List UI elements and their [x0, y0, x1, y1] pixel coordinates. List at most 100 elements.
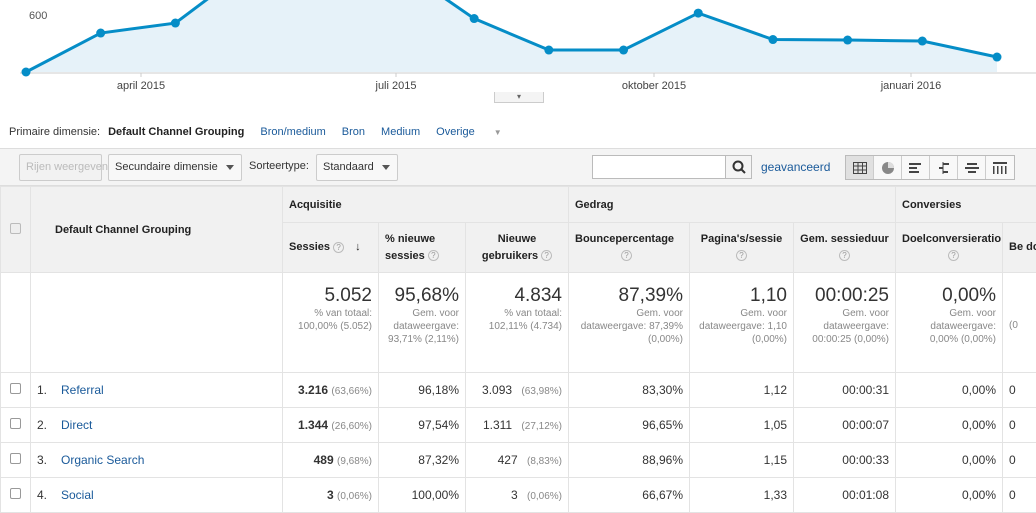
- dimension-link-medium[interactable]: Medium: [381, 126, 420, 138]
- row-index: 1.: [37, 383, 61, 397]
- data-point[interactable]: [694, 9, 703, 18]
- help-icon[interactable]: ?: [839, 250, 850, 261]
- group-header-acquisition: Acquisitie: [283, 187, 569, 223]
- data-point[interactable]: [843, 36, 852, 45]
- view-term-cloud-button[interactable]: [958, 156, 986, 179]
- col-header-sessions[interactable]: Sessies ? ↓: [283, 223, 379, 273]
- col-header-goal-conversion[interactable]: Doelconversieratio?: [896, 223, 1003, 273]
- total-duration-value: 00:00:25: [800, 285, 889, 307]
- row-sessions-pct: (9,68%): [337, 456, 372, 467]
- table-search-input[interactable]: [592, 155, 752, 179]
- row-bounce: 66,67%: [569, 478, 690, 513]
- data-point[interactable]: [171, 19, 180, 28]
- col-header-new-sessions[interactable]: % nieuwe sessies ?: [379, 223, 466, 273]
- comparison-icon: [937, 162, 951, 174]
- bar-list-icon: [909, 162, 923, 174]
- help-icon[interactable]: ?: [948, 250, 959, 261]
- row-new-users-value: 3.093: [482, 383, 512, 397]
- dimension-link-other[interactable]: Overige ▼: [436, 126, 518, 138]
- data-point[interactable]: [768, 35, 777, 44]
- data-point[interactable]: [918, 37, 927, 46]
- primary-dimension-current: Default Channel Grouping: [108, 126, 244, 138]
- row-sessions: 3.216 (63,66%): [283, 373, 379, 408]
- search-button[interactable]: [725, 156, 751, 178]
- chevron-down-icon: [226, 165, 234, 170]
- dimension-link-source[interactable]: Bron: [342, 126, 365, 138]
- channel-link[interactable]: Direct: [61, 418, 92, 432]
- row-goal: 0,00%: [896, 443, 1003, 478]
- channel-link[interactable]: Social: [61, 488, 94, 502]
- view-pivot-button[interactable]: [986, 156, 1014, 179]
- channel-link[interactable]: Organic Search: [61, 453, 144, 467]
- help-icon[interactable]: ?: [541, 250, 552, 261]
- row-goal: 0,00%: [896, 478, 1003, 513]
- col-header-pages-per-session[interactable]: Pagina's/sessie?: [690, 223, 794, 273]
- series-area: [26, 0, 997, 72]
- data-point[interactable]: [470, 14, 479, 23]
- help-icon[interactable]: ?: [621, 250, 632, 261]
- dimension-column-header[interactable]: Default Channel Grouping: [31, 187, 283, 273]
- sort-type-select[interactable]: Standaard: [316, 154, 398, 181]
- row-select-cell: [1, 443, 31, 478]
- row-cut: 0: [1003, 478, 1036, 513]
- row-new-users-pct: (0,06%): [527, 491, 562, 502]
- row-new-users-pct: (8,83%): [527, 456, 562, 467]
- help-icon[interactable]: ?: [333, 242, 344, 253]
- row-pages: 1,05: [690, 408, 794, 443]
- row-select-cell: [1, 408, 31, 443]
- view-table-button[interactable]: [846, 156, 874, 179]
- view-pie-button[interactable]: [874, 156, 902, 179]
- data-point[interactable]: [96, 29, 105, 38]
- pie-chart-icon: [881, 161, 895, 175]
- total-cut-sub: (0: [1009, 319, 1036, 332]
- dimension-link-source-medium[interactable]: Bron/medium: [260, 126, 325, 138]
- data-point[interactable]: [619, 46, 628, 55]
- totals-label-cell: [31, 273, 283, 373]
- chart-expand-handle[interactable]: ▾: [494, 92, 544, 103]
- select-all-checkbox[interactable]: [10, 223, 21, 234]
- secondary-dimension-select[interactable]: Secundaire dimensie: [108, 154, 242, 181]
- row-pages: 1,12: [690, 373, 794, 408]
- y-tick-label: 600: [29, 10, 47, 22]
- report-table: Default Channel Grouping Acquisitie Gedr…: [0, 186, 1036, 513]
- sort-type-label: Sorteertype:: [249, 160, 309, 172]
- data-point[interactable]: [993, 53, 1002, 62]
- row-checkbox[interactable]: [10, 453, 21, 464]
- row-new-users-value: 427: [498, 453, 518, 467]
- row-cut: 0: [1003, 373, 1036, 408]
- row-new-users: 3.093 (63,98%): [466, 373, 569, 408]
- row-new-users-pct: (27,12%): [521, 421, 562, 432]
- view-comparison-button[interactable]: [930, 156, 958, 179]
- view-performance-button[interactable]: [902, 156, 930, 179]
- row-sessions-value: 1.344: [298, 418, 328, 432]
- row-sessions-value: 3: [327, 488, 334, 502]
- advanced-filter-link[interactable]: geavanceerd: [761, 160, 830, 174]
- col-header-cut[interactable]: Be doe: [1003, 223, 1036, 273]
- total-bounce: 87,39%Gem. voor dataweergave: 87,39% (0,…: [569, 273, 690, 373]
- row-checkbox[interactable]: [10, 418, 21, 429]
- help-icon[interactable]: ?: [428, 250, 439, 261]
- channel-link[interactable]: Referral: [61, 383, 104, 397]
- row-checkbox[interactable]: [10, 488, 21, 499]
- col-bounce-label: Bouncepercentage: [575, 233, 674, 245]
- col-header-bounce[interactable]: Bouncepercentage?: [569, 223, 690, 273]
- plot-rows-button[interactable]: Rijen weergeven: [19, 154, 102, 181]
- totals-row: 5.052% van totaal: 100,00% (5.052) 95,68…: [1, 273, 1036, 373]
- help-icon[interactable]: ?: [736, 250, 747, 261]
- row-index: 2.: [37, 418, 61, 432]
- total-cut: (0: [1003, 273, 1036, 373]
- row-checkbox[interactable]: [10, 383, 21, 394]
- pivot-icon: [993, 162, 1007, 174]
- col-header-session-duration[interactable]: Gem. sessieduur ?: [794, 223, 896, 273]
- data-point[interactable]: [544, 46, 553, 55]
- total-new-pct-value: 95,68%: [385, 285, 459, 307]
- sort-type-value: Standaard: [323, 161, 374, 173]
- data-point[interactable]: [22, 68, 31, 77]
- col-header-new-users[interactable]: Nieuwe gebruikers ?: [466, 223, 569, 273]
- select-all-cell: [1, 187, 31, 273]
